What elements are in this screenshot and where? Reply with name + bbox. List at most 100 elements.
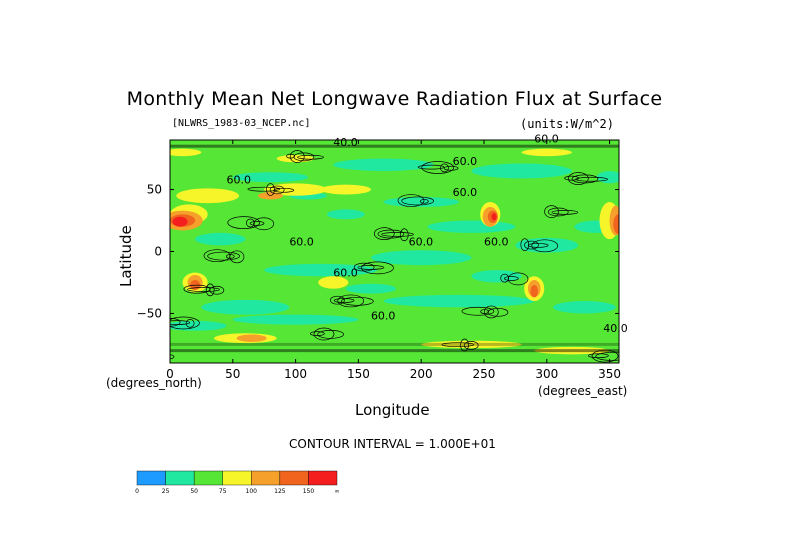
contour-line bbox=[205, 283, 215, 297]
contour-line bbox=[564, 175, 580, 181]
x-tick-label: 0 bbox=[166, 367, 174, 381]
field-region bbox=[370, 250, 472, 266]
colorbar-label: 100 bbox=[246, 488, 258, 495]
contour-line bbox=[595, 352, 619, 361]
field-region bbox=[236, 334, 267, 342]
contour-line bbox=[461, 306, 495, 316]
colorbar-swatch bbox=[308, 470, 338, 486]
contour-band bbox=[170, 144, 619, 148]
contour-line bbox=[373, 227, 395, 241]
field-region bbox=[170, 320, 227, 331]
field-region bbox=[491, 213, 497, 221]
field-region bbox=[232, 314, 359, 325]
contour-line bbox=[266, 183, 275, 196]
contour-label: 40.0 bbox=[333, 136, 358, 149]
colorbar-label: 75 bbox=[219, 488, 227, 495]
contour-line bbox=[591, 349, 619, 363]
y-unit-label: (degrees_north) bbox=[106, 376, 202, 390]
contour-line bbox=[227, 216, 261, 229]
contour-line bbox=[309, 331, 325, 336]
contour-line bbox=[524, 240, 539, 250]
colorbar-label: 150 bbox=[303, 488, 315, 495]
x-tick-label: 50 bbox=[225, 367, 240, 381]
contour-line bbox=[183, 284, 211, 294]
contour-line bbox=[209, 285, 225, 295]
y-tick-label: 0 bbox=[154, 245, 162, 259]
contour-line bbox=[440, 163, 449, 173]
contour-band bbox=[170, 342, 619, 346]
contour-line bbox=[443, 165, 459, 171]
field-region bbox=[613, 214, 619, 235]
contour-band bbox=[170, 349, 619, 353]
contour-line bbox=[246, 218, 255, 228]
field-region bbox=[471, 163, 572, 179]
y-axis: 50 0 −50 bbox=[137, 183, 619, 320]
units-text: (units:W/m^2) bbox=[520, 117, 614, 131]
contour-line bbox=[399, 228, 409, 242]
contour-label: 60.0 bbox=[534, 132, 559, 145]
contour-line bbox=[361, 261, 394, 275]
file-name-label: [NLWRS_1983-03_NCEP.nc] bbox=[172, 118, 311, 129]
contour-line bbox=[170, 354, 175, 360]
contour-line bbox=[421, 161, 455, 174]
y-tick-label: 50 bbox=[147, 183, 162, 197]
field-region bbox=[318, 276, 349, 289]
contour-line bbox=[507, 272, 529, 286]
contour-line bbox=[289, 150, 305, 163]
colorbar-swatch bbox=[222, 470, 252, 486]
contour-line bbox=[544, 205, 559, 218]
field-region bbox=[276, 154, 315, 163]
contour-line bbox=[187, 287, 220, 292]
contour-line bbox=[520, 238, 530, 252]
contour-line bbox=[297, 154, 324, 160]
contour-line bbox=[249, 221, 265, 226]
field-region bbox=[345, 283, 397, 294]
contour-label: 40.0 bbox=[603, 322, 628, 335]
colorbar-label: ∞ bbox=[335, 488, 340, 495]
contour-line bbox=[397, 194, 425, 207]
field-region bbox=[553, 301, 616, 314]
contour-line bbox=[170, 316, 200, 330]
contour-line bbox=[567, 172, 589, 185]
contour-line bbox=[286, 153, 295, 159]
colorbar-label: 125 bbox=[274, 488, 286, 495]
x-axis-title: Longitude bbox=[355, 401, 430, 419]
contour-line bbox=[575, 176, 608, 182]
field-region bbox=[326, 209, 365, 220]
x-unit-label: (degrees_east) bbox=[538, 384, 628, 398]
field-region bbox=[471, 270, 522, 283]
contour-label: 60.0 bbox=[484, 235, 509, 248]
x-tick-label: 300 bbox=[535, 367, 558, 381]
field-region bbox=[597, 170, 619, 184]
x-axis: 0 50 100 150 200 250 300 350 bbox=[166, 140, 621, 381]
field-region bbox=[201, 299, 290, 315]
field-region bbox=[521, 148, 572, 157]
chart-title: Monthly Mean Net Longwave Radiation Flux… bbox=[126, 88, 663, 110]
contour-line bbox=[353, 262, 375, 272]
contour-line bbox=[203, 249, 231, 263]
contour-line bbox=[330, 295, 345, 305]
contour-label: 60.0 bbox=[227, 173, 252, 186]
contour-line bbox=[588, 353, 609, 359]
contour-interval-label: CONTOUR INTERVAL = 1.000E+01 bbox=[289, 437, 496, 451]
contour-label: 60.0 bbox=[289, 235, 314, 248]
colorbar-label: 25 bbox=[162, 488, 170, 495]
colorbar-swatch bbox=[279, 470, 309, 486]
field-region bbox=[333, 158, 434, 171]
contour-line bbox=[225, 254, 235, 259]
contour-line bbox=[483, 305, 499, 319]
field-region bbox=[232, 172, 309, 183]
x-tick-label: 200 bbox=[410, 367, 433, 381]
contour-label: 60.0 bbox=[453, 186, 478, 199]
colorbar-label: 0 bbox=[135, 488, 139, 495]
contour-line bbox=[185, 319, 195, 328]
contour-line bbox=[381, 232, 414, 237]
contour-line bbox=[357, 265, 385, 270]
colorbar-swatch bbox=[136, 470, 166, 486]
contour-line bbox=[247, 186, 281, 192]
contour-line bbox=[253, 217, 275, 231]
field-region bbox=[383, 196, 459, 207]
field-region bbox=[264, 263, 378, 277]
contour-label: 60.0 bbox=[333, 266, 358, 279]
